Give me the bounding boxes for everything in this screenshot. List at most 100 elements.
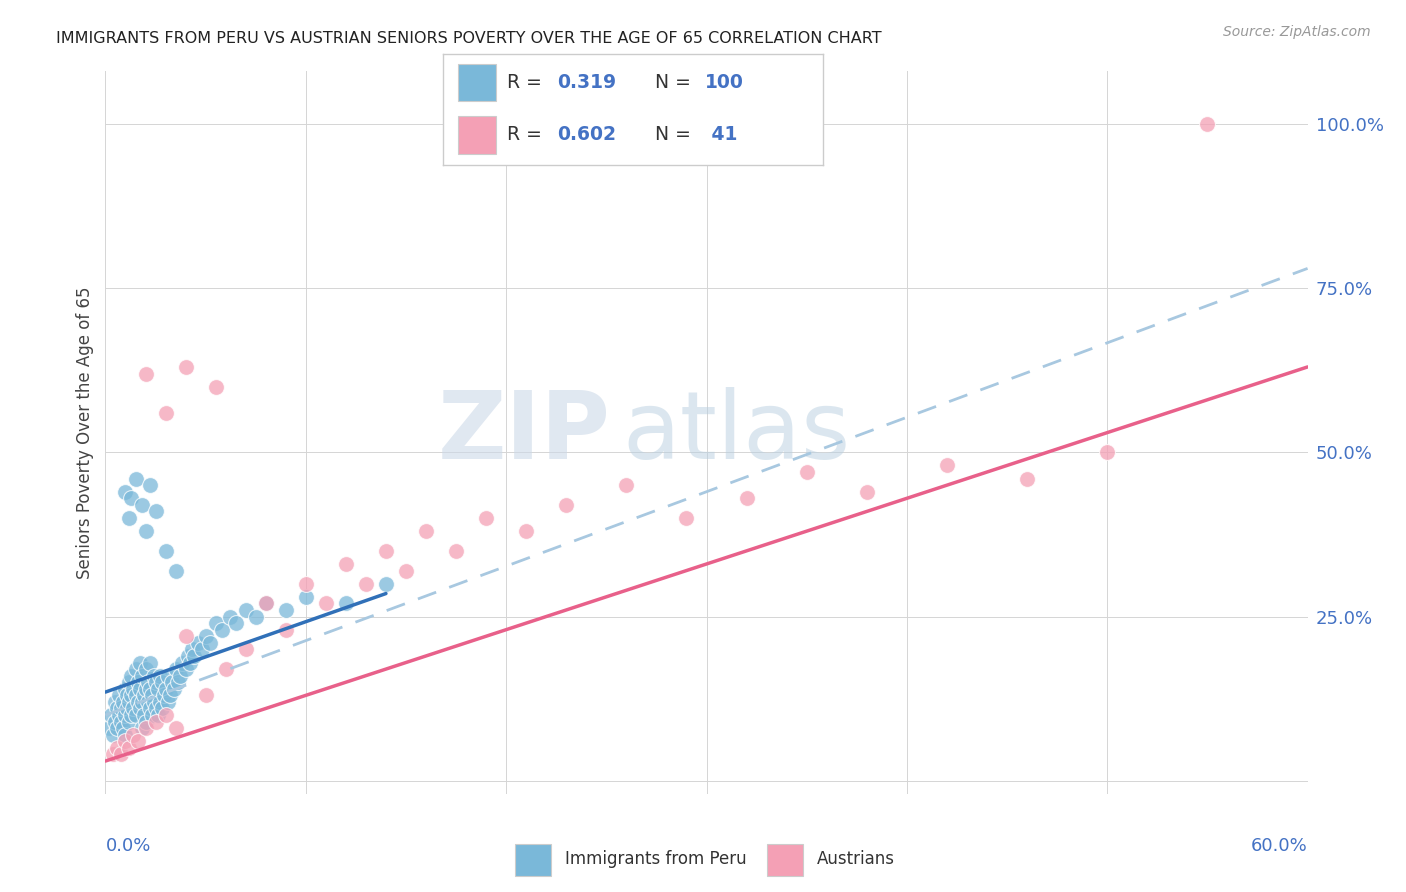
Point	[138, 478, 160, 492]
Point	[128, 701, 150, 715]
Point	[155, 708, 177, 723]
Point	[117, 701, 139, 715]
Point	[131, 721, 153, 735]
Bar	[768, 844, 803, 876]
Point	[135, 681, 157, 696]
Point	[142, 668, 165, 682]
Y-axis label: Seniors Poverty Over the Age of 65: Seniors Poverty Over the Age of 65	[76, 286, 94, 579]
Point	[235, 603, 257, 617]
Point	[131, 668, 153, 682]
Point	[114, 681, 136, 696]
Point	[555, 498, 578, 512]
Point	[160, 675, 183, 690]
Point	[174, 662, 197, 676]
Point	[122, 701, 145, 715]
Point	[138, 656, 160, 670]
Point	[190, 642, 212, 657]
Point	[121, 491, 143, 506]
Point	[135, 524, 157, 538]
Point	[124, 708, 146, 723]
Point	[118, 740, 141, 755]
Point	[131, 498, 153, 512]
Point	[138, 701, 160, 715]
Point	[156, 668, 179, 682]
Point	[150, 675, 173, 690]
Point	[135, 662, 157, 676]
Point	[245, 609, 267, 624]
Point	[616, 478, 638, 492]
Point	[114, 484, 136, 499]
Text: ZIP: ZIP	[437, 386, 610, 479]
Point	[121, 668, 143, 682]
Point	[254, 596, 277, 610]
Point	[254, 596, 277, 610]
Text: 60.0%: 60.0%	[1251, 838, 1308, 855]
Point	[136, 675, 159, 690]
Point	[295, 590, 318, 604]
Point	[295, 576, 318, 591]
Point	[145, 675, 167, 690]
Point	[179, 656, 201, 670]
Point	[150, 701, 173, 715]
Point	[194, 689, 217, 703]
Point	[145, 701, 167, 715]
Point	[122, 728, 145, 742]
Point	[141, 689, 163, 703]
Point	[198, 636, 221, 650]
Point	[141, 708, 163, 723]
Point	[204, 379, 226, 393]
Point	[194, 629, 217, 643]
Point	[142, 695, 165, 709]
Point	[112, 695, 135, 709]
Point	[138, 681, 160, 696]
Point	[218, 609, 240, 624]
Point	[124, 689, 146, 703]
Point	[107, 721, 129, 735]
Point	[155, 406, 177, 420]
Point	[374, 576, 398, 591]
Point	[152, 689, 174, 703]
Point	[118, 695, 141, 709]
Point	[127, 675, 149, 690]
Point	[136, 695, 159, 709]
Point	[128, 681, 150, 696]
Point	[180, 642, 202, 657]
Text: Austrians: Austrians	[817, 849, 894, 868]
Point	[121, 689, 143, 703]
Point	[107, 701, 129, 715]
Text: N =: N =	[655, 73, 697, 92]
Point	[108, 689, 131, 703]
Point	[187, 636, 209, 650]
Point	[165, 721, 187, 735]
Point	[118, 675, 141, 690]
Point	[395, 564, 418, 578]
Text: Immigrants from Peru: Immigrants from Peru	[565, 849, 747, 868]
Point	[204, 616, 226, 631]
Point	[110, 714, 132, 729]
Point	[124, 662, 146, 676]
Point	[131, 695, 153, 709]
Point	[110, 701, 132, 715]
Text: 0.319: 0.319	[557, 73, 616, 92]
Point	[148, 668, 170, 682]
Point	[103, 747, 125, 762]
Point	[110, 747, 132, 762]
Point	[98, 721, 121, 735]
Point	[159, 689, 181, 703]
Point	[118, 714, 141, 729]
Point	[108, 708, 131, 723]
Point	[132, 689, 155, 703]
Point	[475, 511, 498, 525]
Point	[169, 668, 191, 682]
Text: IMMIGRANTS FROM PERU VS AUSTRIAN SENIORS POVERTY OVER THE AGE OF 65 CORRELATION : IMMIGRANTS FROM PERU VS AUSTRIAN SENIORS…	[56, 31, 882, 46]
Point	[104, 695, 127, 709]
Point	[936, 458, 959, 473]
Point	[162, 681, 184, 696]
Text: 0.0%: 0.0%	[105, 838, 150, 855]
Point	[1097, 445, 1119, 459]
Point	[132, 708, 155, 723]
Point	[211, 623, 233, 637]
Bar	[458, 63, 496, 102]
Point	[315, 596, 337, 610]
Point	[118, 511, 141, 525]
